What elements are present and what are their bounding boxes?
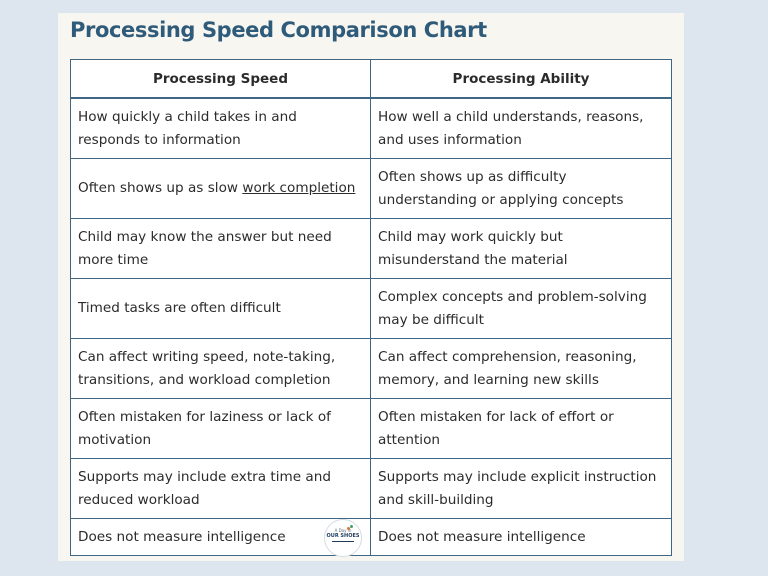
table-row: Does not measure intelligence A Day in O… bbox=[70, 518, 672, 557]
ability-cell: Complex concepts and problem-solving may… bbox=[370, 278, 672, 339]
comparison-table: Processing Speed Processing Ability How … bbox=[70, 59, 672, 557]
table-row: Supports may include extra time and redu… bbox=[70, 458, 672, 519]
ability-cell: How well a child understands, reasons, a… bbox=[370, 97, 672, 159]
ability-cell: Often mistaken for lack of effort or att… bbox=[370, 398, 672, 459]
logo-main-text: OUR SHOES bbox=[326, 533, 360, 539]
column-header-processing-ability: Processing Ability bbox=[370, 59, 672, 99]
speed-text: Often shows up as slow bbox=[78, 180, 243, 197]
page-title: Processing Speed Comparison Chart bbox=[70, 18, 487, 42]
ability-cell: Can affect comprehension, reasoning, mem… bbox=[370, 338, 672, 399]
chart-card: Processing Speed Comparison Chart Proces… bbox=[58, 13, 684, 561]
speed-cell: Often shows up as slow work completion bbox=[70, 158, 371, 219]
speed-cell: Supports may include extra time and redu… bbox=[70, 458, 371, 519]
speed-text: Does not measure intelligence bbox=[78, 528, 286, 545]
table-row: Can affect writing speed, note-taking, t… bbox=[70, 338, 672, 399]
ability-cell: Supports may include explicit instructio… bbox=[370, 458, 672, 519]
table-header-row: Processing Speed Processing Ability bbox=[70, 59, 672, 99]
logo-dot-orange bbox=[347, 527, 350, 530]
column-header-processing-speed: Processing Speed bbox=[70, 59, 371, 99]
brand-logo: A Day in OUR SHOES bbox=[324, 519, 362, 557]
logo-dot-green bbox=[350, 525, 353, 528]
work-completion-link[interactable]: work completion bbox=[242, 180, 356, 197]
table-row: Often shows up as slow work completion O… bbox=[70, 158, 672, 219]
ability-cell: Often shows up as difficulty understandi… bbox=[370, 158, 672, 219]
speed-cell: Timed tasks are often difficult bbox=[70, 278, 371, 339]
ability-cell: Does not measure intelligence bbox=[370, 518, 672, 556]
table-row: Often mistaken for laziness or lack of m… bbox=[70, 398, 672, 459]
speed-cell: How quickly a child takes in and respond… bbox=[70, 97, 371, 159]
speed-cell: Child may know the answer but need more … bbox=[70, 218, 371, 279]
table-row: How quickly a child takes in and respond… bbox=[70, 97, 672, 159]
logo-top-text: A Day in bbox=[334, 528, 352, 533]
speed-cell: Often mistaken for laziness or lack of m… bbox=[70, 398, 371, 459]
speed-cell: Does not measure intelligence A Day in O… bbox=[70, 518, 371, 557]
ability-cell: Child may work quickly but misunderstand… bbox=[370, 218, 672, 279]
table-row: Child may know the answer but need more … bbox=[70, 218, 672, 279]
speed-cell: Can affect writing speed, note-taking, t… bbox=[70, 338, 371, 399]
logo-underline bbox=[332, 541, 354, 542]
table-row: Timed tasks are often difficult Complex … bbox=[70, 278, 672, 339]
